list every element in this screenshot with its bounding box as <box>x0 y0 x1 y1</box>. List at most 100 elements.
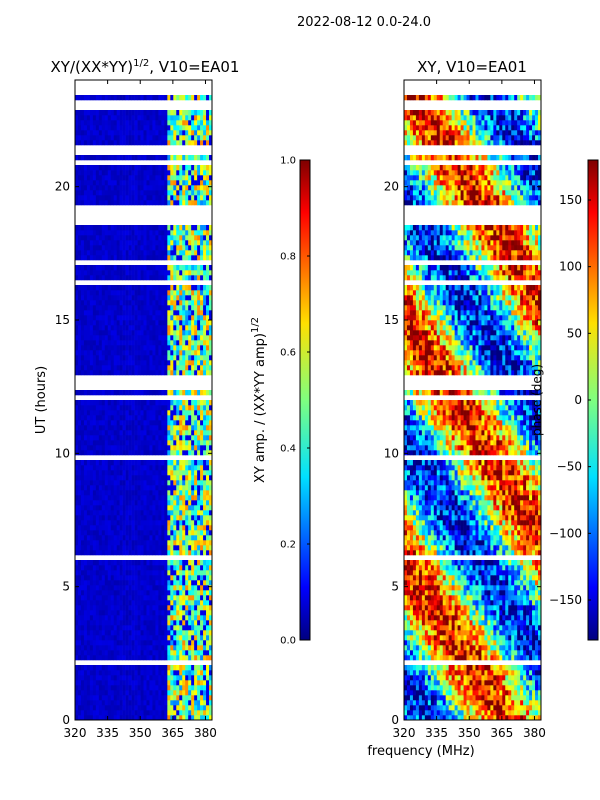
amp-heat-cell <box>107 165 112 171</box>
amp-heat-cell <box>125 695 129 701</box>
amp-heat-cell <box>182 605 186 611</box>
amp-heat-cell <box>152 350 156 356</box>
amp-heat-cell <box>95 275 100 281</box>
amp-heat-cell <box>75 650 79 656</box>
amp-heat-cell <box>92 625 97 631</box>
amp-heat-cell <box>86 655 91 661</box>
amp-heat-cell <box>128 570 132 576</box>
amp-heat-cell <box>80 440 85 446</box>
amp-heat-cell <box>107 345 112 351</box>
amp-heat-cell <box>92 470 97 476</box>
amp-ytick-label: 0 <box>62 713 70 727</box>
amp-heat-cell <box>98 705 103 711</box>
amp-heat-cell <box>149 115 153 121</box>
amp-heat-cell <box>110 365 115 371</box>
amp-heat-cell <box>128 480 132 486</box>
amp-heat-cell <box>200 320 204 326</box>
amp-heat-cell <box>140 355 144 361</box>
amp-heat-cell <box>146 610 150 616</box>
amp-heat-cell <box>197 225 201 231</box>
amp-heat-cell <box>137 545 141 551</box>
amp-heat-cell <box>140 700 144 706</box>
amp-heat-cell <box>131 235 135 241</box>
amp-heat-cell <box>167 340 171 346</box>
amp-heat-cell <box>116 520 120 526</box>
amp-heat-cell <box>188 225 192 231</box>
amp-heat-cell <box>167 230 171 236</box>
amp-heat-cell <box>110 595 115 601</box>
amp-heat-cell <box>191 295 195 301</box>
amp-heat-cell <box>80 655 85 661</box>
amp-heat-cell <box>173 440 177 446</box>
amp-heat-cell <box>122 605 126 611</box>
amp-heat-cell <box>113 485 117 491</box>
amp-heat-cell <box>158 275 162 281</box>
amp-heat-cell <box>206 610 210 616</box>
amp-heat-cell <box>158 600 162 606</box>
amp-heat-cell <box>206 530 210 536</box>
amp-heat-cell <box>131 270 135 276</box>
amp-heat-cell <box>158 165 162 171</box>
amp-heat-cell <box>104 540 109 546</box>
amp-heat-cell <box>92 340 97 346</box>
amp-heat-cell <box>113 640 117 646</box>
amp-heat-cell <box>77 110 82 116</box>
amp-heat-cell <box>131 135 135 141</box>
amp-heat-cell <box>197 585 201 591</box>
phase-heat-cell <box>439 715 444 721</box>
amp-heat-cell <box>173 715 177 721</box>
amp-heat-cell <box>143 530 147 536</box>
amp-heat-cell <box>98 615 103 621</box>
amp-heat-cell <box>77 190 82 196</box>
amp-heat-cell <box>179 110 183 116</box>
amp-heat-cell <box>131 530 135 536</box>
amp-heat-cell <box>110 310 115 316</box>
amp-heat-cell <box>209 700 213 706</box>
amp-heat-cell <box>77 655 82 661</box>
amp-heat-cell <box>83 190 88 196</box>
amp-heat-cell <box>107 95 112 101</box>
amp-heat-cell <box>101 500 106 506</box>
amp-heat-cell <box>182 705 186 711</box>
amp-heat-cell <box>131 675 135 681</box>
amp-heat-cell <box>107 445 112 451</box>
amp-heat-cell <box>75 470 79 476</box>
amp-heat-cell <box>95 595 100 601</box>
amp-heat-cell <box>188 590 192 596</box>
amp-heat-cell <box>77 670 82 676</box>
amp-heat-cell <box>104 525 109 531</box>
amp-heat-cell <box>149 140 153 146</box>
amp-heat-cell <box>134 175 138 181</box>
amp-heat-cell <box>77 300 82 306</box>
amp-heat-cell <box>149 600 153 606</box>
amp-heat-cell <box>200 115 204 121</box>
amp-heat-cell <box>194 115 198 121</box>
amp-heat-cell <box>188 445 192 451</box>
amp-heat-cell <box>188 595 192 601</box>
amp-heat-cell <box>107 110 112 116</box>
amp-title: XY/(XX*YY)1/2, V10=EA01 <box>51 58 240 76</box>
amp-heat-cell <box>161 550 165 556</box>
amp-heat-cell <box>134 155 138 161</box>
amp-heat-cell <box>89 430 94 436</box>
amp-heat-cell <box>173 350 177 356</box>
amp-heat-cell <box>122 200 126 206</box>
amp-heat-cell <box>128 530 132 536</box>
amp-heat-cell <box>176 520 180 526</box>
amp-heat-cell <box>125 425 129 431</box>
amp-heat-cell <box>209 515 213 521</box>
amp-heat-cell <box>131 520 135 526</box>
amp-heat-cell <box>200 325 204 331</box>
amp-heat-cell <box>203 140 207 146</box>
amp-heat-cell <box>116 335 120 341</box>
amp-heat-cell <box>170 615 174 621</box>
amp-heat-cell <box>176 615 180 621</box>
amp-heat-cell <box>86 290 91 296</box>
amp-heat-cell <box>80 345 85 351</box>
amp-heat-cell <box>155 295 159 301</box>
amp-heat-cell <box>92 475 97 481</box>
amp-heat-cell <box>206 575 210 581</box>
amp-heat-cell <box>119 445 123 451</box>
amp-heat-cell <box>182 185 186 191</box>
amp-heat-cell <box>197 115 201 121</box>
